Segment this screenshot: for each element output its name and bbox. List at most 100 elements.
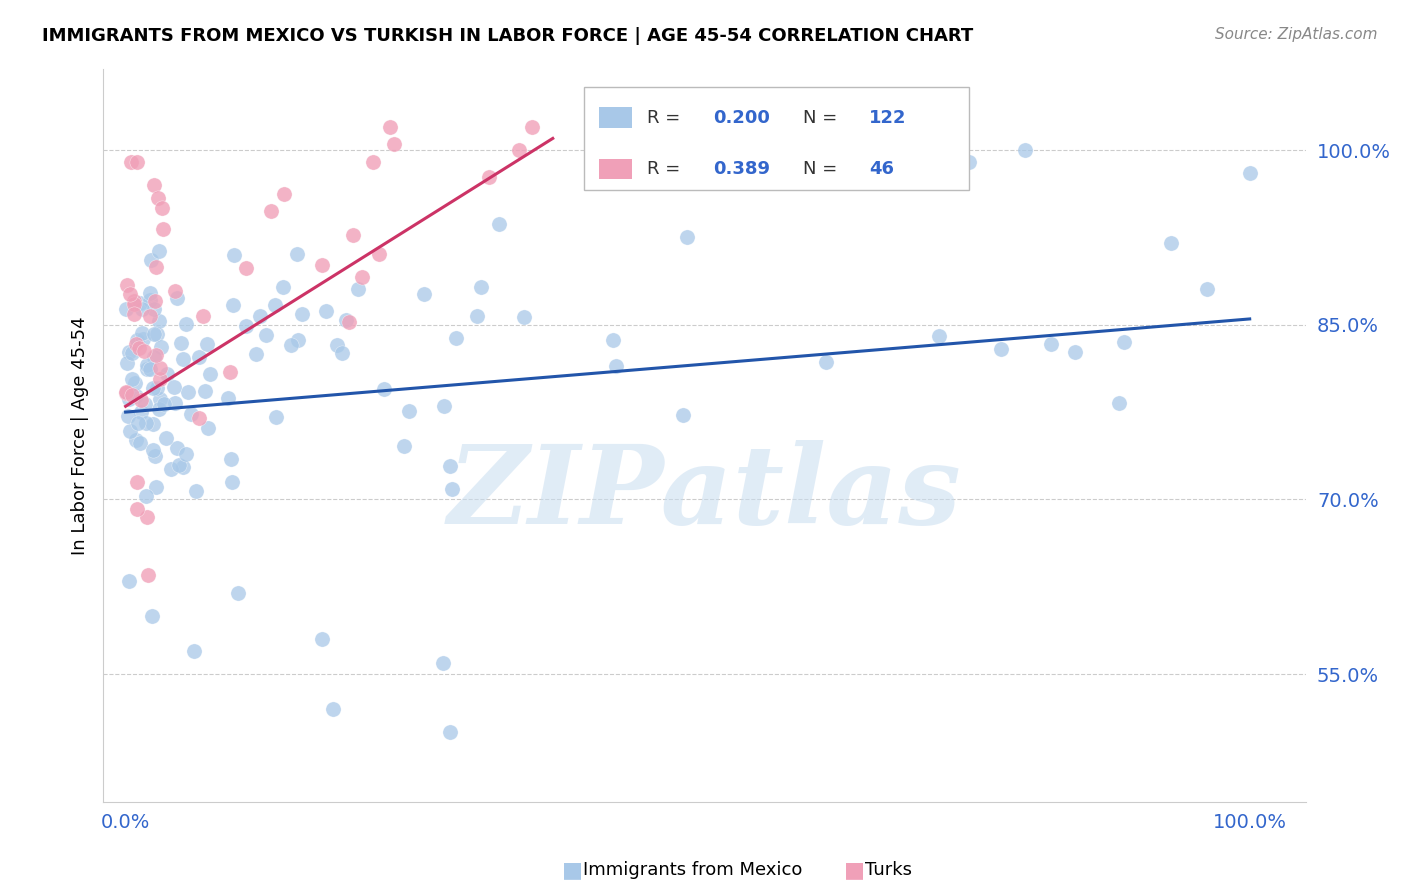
Point <box>221 475 243 489</box>
Point <box>184 483 207 498</box>
Point <box>368 247 391 261</box>
Point <box>138 362 160 376</box>
Point <box>160 462 183 476</box>
Text: 0.200: 0.200 <box>713 109 770 127</box>
Point <box>142 417 165 432</box>
Point <box>118 345 141 359</box>
Point <box>271 279 294 293</box>
Point <box>125 154 148 169</box>
Point <box>217 391 239 405</box>
Point <box>602 333 624 347</box>
Point <box>142 442 165 457</box>
Bar <box>599 107 633 128</box>
Point <box>117 277 139 292</box>
Point <box>139 253 162 268</box>
Point <box>384 136 406 151</box>
Point <box>266 410 288 425</box>
Point <box>488 217 510 231</box>
Point <box>1014 143 1036 157</box>
Point <box>264 298 287 312</box>
Point <box>337 315 360 329</box>
Point <box>145 480 167 494</box>
Point <box>114 301 136 316</box>
Point <box>439 458 461 473</box>
Point <box>143 301 166 316</box>
Point <box>120 287 142 301</box>
Point <box>129 405 152 419</box>
Point <box>187 410 209 425</box>
Point <box>373 382 395 396</box>
Point <box>141 609 163 624</box>
Point <box>398 404 420 418</box>
Point <box>125 501 148 516</box>
Point <box>520 120 543 134</box>
Text: 0.389: 0.389 <box>713 160 770 178</box>
Y-axis label: In Labor Force | Age 45-54: In Labor Force | Age 45-54 <box>72 316 89 555</box>
Point <box>176 317 198 331</box>
Text: R =: R = <box>647 160 686 178</box>
Point <box>433 399 456 413</box>
Point <box>131 393 153 408</box>
Text: N =: N = <box>803 109 844 127</box>
Point <box>326 338 349 352</box>
Point <box>226 585 249 599</box>
Point <box>285 247 308 261</box>
Point <box>315 304 337 318</box>
Point <box>440 483 463 497</box>
Point <box>145 326 167 341</box>
Point <box>125 433 148 447</box>
Point <box>127 475 149 489</box>
Point <box>163 380 186 394</box>
Point <box>605 359 627 373</box>
Point <box>200 367 222 381</box>
Point <box>135 489 157 503</box>
Point <box>260 204 283 219</box>
Point <box>347 282 370 296</box>
Point <box>311 632 333 647</box>
Point <box>508 143 530 157</box>
Point <box>155 431 177 445</box>
Point <box>135 416 157 430</box>
Point <box>183 644 205 658</box>
Point <box>142 327 165 342</box>
Point <box>221 452 243 467</box>
Point <box>142 178 165 192</box>
Text: 46: 46 <box>869 160 894 178</box>
Point <box>131 332 153 346</box>
Bar <box>599 159 633 179</box>
Point <box>254 328 277 343</box>
Point <box>166 291 188 305</box>
Point <box>1160 236 1182 251</box>
Point <box>117 409 139 423</box>
Point <box>118 424 141 438</box>
Point <box>957 154 980 169</box>
Point <box>676 229 699 244</box>
Point <box>218 365 240 379</box>
Point <box>222 248 245 262</box>
Point <box>470 280 492 294</box>
Point <box>167 458 190 472</box>
Point <box>235 261 257 276</box>
Point <box>125 389 148 403</box>
Point <box>118 392 141 406</box>
Point <box>291 306 314 320</box>
Point <box>122 294 145 309</box>
Point <box>249 309 271 323</box>
Text: Turks: Turks <box>865 861 911 879</box>
Point <box>311 258 333 272</box>
Point <box>153 397 176 411</box>
Point <box>990 342 1012 356</box>
Point <box>166 442 188 456</box>
Point <box>350 270 373 285</box>
Point <box>128 296 150 310</box>
Point <box>378 120 401 134</box>
Point <box>131 302 153 317</box>
Point <box>121 346 143 360</box>
Point <box>143 293 166 308</box>
Point <box>444 331 467 345</box>
Point <box>149 372 172 386</box>
Text: Immigrants from Mexico: Immigrants from Mexico <box>583 861 803 879</box>
Point <box>335 312 357 326</box>
Point <box>478 169 501 184</box>
Point <box>127 416 149 430</box>
